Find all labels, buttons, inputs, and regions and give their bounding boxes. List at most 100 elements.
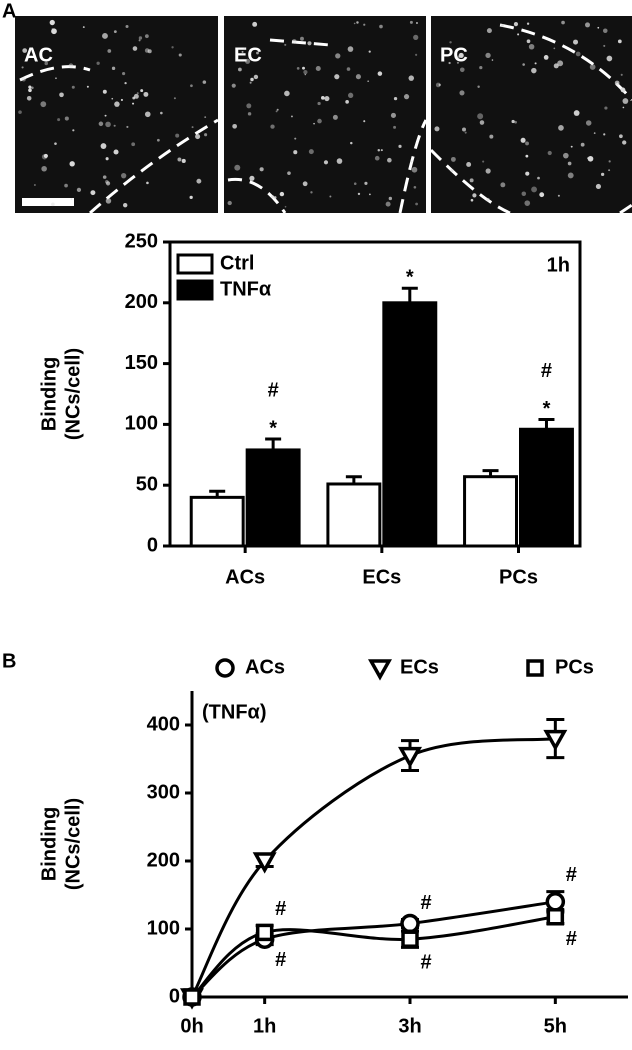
marker — [398, 746, 422, 769]
speckle — [191, 126, 194, 129]
outline — [429, 23, 632, 215]
speckle — [608, 169, 611, 172]
speckle — [302, 66, 306, 70]
speckle — [557, 194, 560, 197]
y-tick-label: 100 — [147, 917, 180, 939]
speckle — [234, 164, 241, 171]
speckle — [479, 65, 483, 70]
speckle — [580, 142, 585, 147]
speckle — [411, 166, 418, 173]
speckle — [189, 195, 193, 200]
y-tick-label: 200 — [147, 849, 180, 871]
speckle — [477, 113, 484, 120]
speckle — [521, 191, 527, 196]
bar — [382, 301, 438, 548]
image-label: EC — [234, 44, 262, 66]
speckle — [22, 48, 28, 53]
micrograph — [15, 16, 218, 213]
speckle — [413, 34, 419, 40]
x-tick-label: PCs — [499, 566, 538, 588]
image-label: PC — [440, 44, 468, 66]
legend-label: ECs — [400, 656, 439, 678]
speckle — [603, 28, 608, 33]
speckle — [543, 55, 549, 60]
speckle — [622, 98, 629, 104]
speckle — [531, 186, 537, 193]
speckle — [620, 73, 623, 76]
speckle — [317, 101, 321, 106]
speckle — [247, 112, 252, 116]
speckle — [335, 53, 341, 59]
speckle — [308, 149, 314, 155]
annotation: # — [566, 864, 577, 886]
speckle — [146, 181, 149, 185]
speckle — [393, 96, 398, 101]
legend-swatch — [176, 253, 214, 275]
legend-label: PCs — [555, 656, 594, 678]
speckle — [90, 190, 96, 196]
speckle — [291, 39, 297, 44]
speckle — [307, 41, 312, 46]
speckle — [449, 41, 452, 44]
speckle — [597, 26, 600, 29]
speckle — [332, 114, 338, 120]
speckle — [133, 93, 139, 99]
speckle — [41, 165, 47, 172]
speckle — [514, 120, 517, 124]
speckle — [485, 52, 491, 59]
annotation: # — [420, 892, 431, 914]
speckle — [622, 140, 627, 145]
speckle — [459, 90, 465, 96]
speckle — [415, 53, 418, 56]
speckle — [537, 176, 540, 180]
marker — [543, 729, 568, 752]
legend-label: Ctrl — [220, 252, 254, 274]
speckle — [51, 28, 57, 35]
speckle — [140, 89, 144, 93]
speckle — [329, 195, 332, 198]
marker — [252, 852, 277, 874]
speckle — [294, 137, 297, 140]
speckle — [105, 180, 109, 184]
speckle — [356, 21, 359, 24]
speckle — [393, 125, 397, 129]
speckle — [275, 110, 278, 113]
speckle — [617, 39, 622, 44]
speckle — [479, 120, 485, 125]
speckle — [477, 85, 480, 89]
speckle — [603, 133, 606, 136]
speckle — [575, 51, 581, 57]
outline — [19, 65, 219, 215]
speckle — [113, 30, 117, 34]
speckle — [232, 123, 237, 129]
speckle — [585, 120, 592, 126]
speckle — [144, 34, 149, 39]
speckle — [102, 33, 108, 39]
speckle — [511, 119, 515, 124]
speckle — [143, 91, 149, 97]
speckle — [517, 33, 520, 36]
outline — [227, 38, 428, 214]
speckle — [111, 97, 114, 100]
speckle — [181, 158, 186, 163]
speckle — [398, 144, 402, 148]
speckle — [43, 153, 48, 159]
speckle — [513, 22, 519, 27]
y-axis-label-line: (NCs/cell) — [62, 798, 84, 890]
scale-bar — [22, 198, 74, 206]
speckle — [21, 77, 26, 82]
annotation: # — [420, 952, 431, 974]
speckle — [377, 71, 383, 76]
speckle — [374, 155, 380, 161]
speckle — [131, 142, 136, 147]
marker — [545, 892, 566, 912]
speckle — [259, 167, 264, 172]
speckle — [458, 52, 464, 59]
marker — [401, 930, 419, 948]
speckle — [409, 20, 413, 24]
speckle — [123, 202, 128, 208]
curve — [190, 737, 556, 998]
speckle — [293, 150, 298, 155]
micrographs: AC EC PC — [15, 16, 632, 215]
y-tick-label: 400 — [147, 713, 180, 735]
